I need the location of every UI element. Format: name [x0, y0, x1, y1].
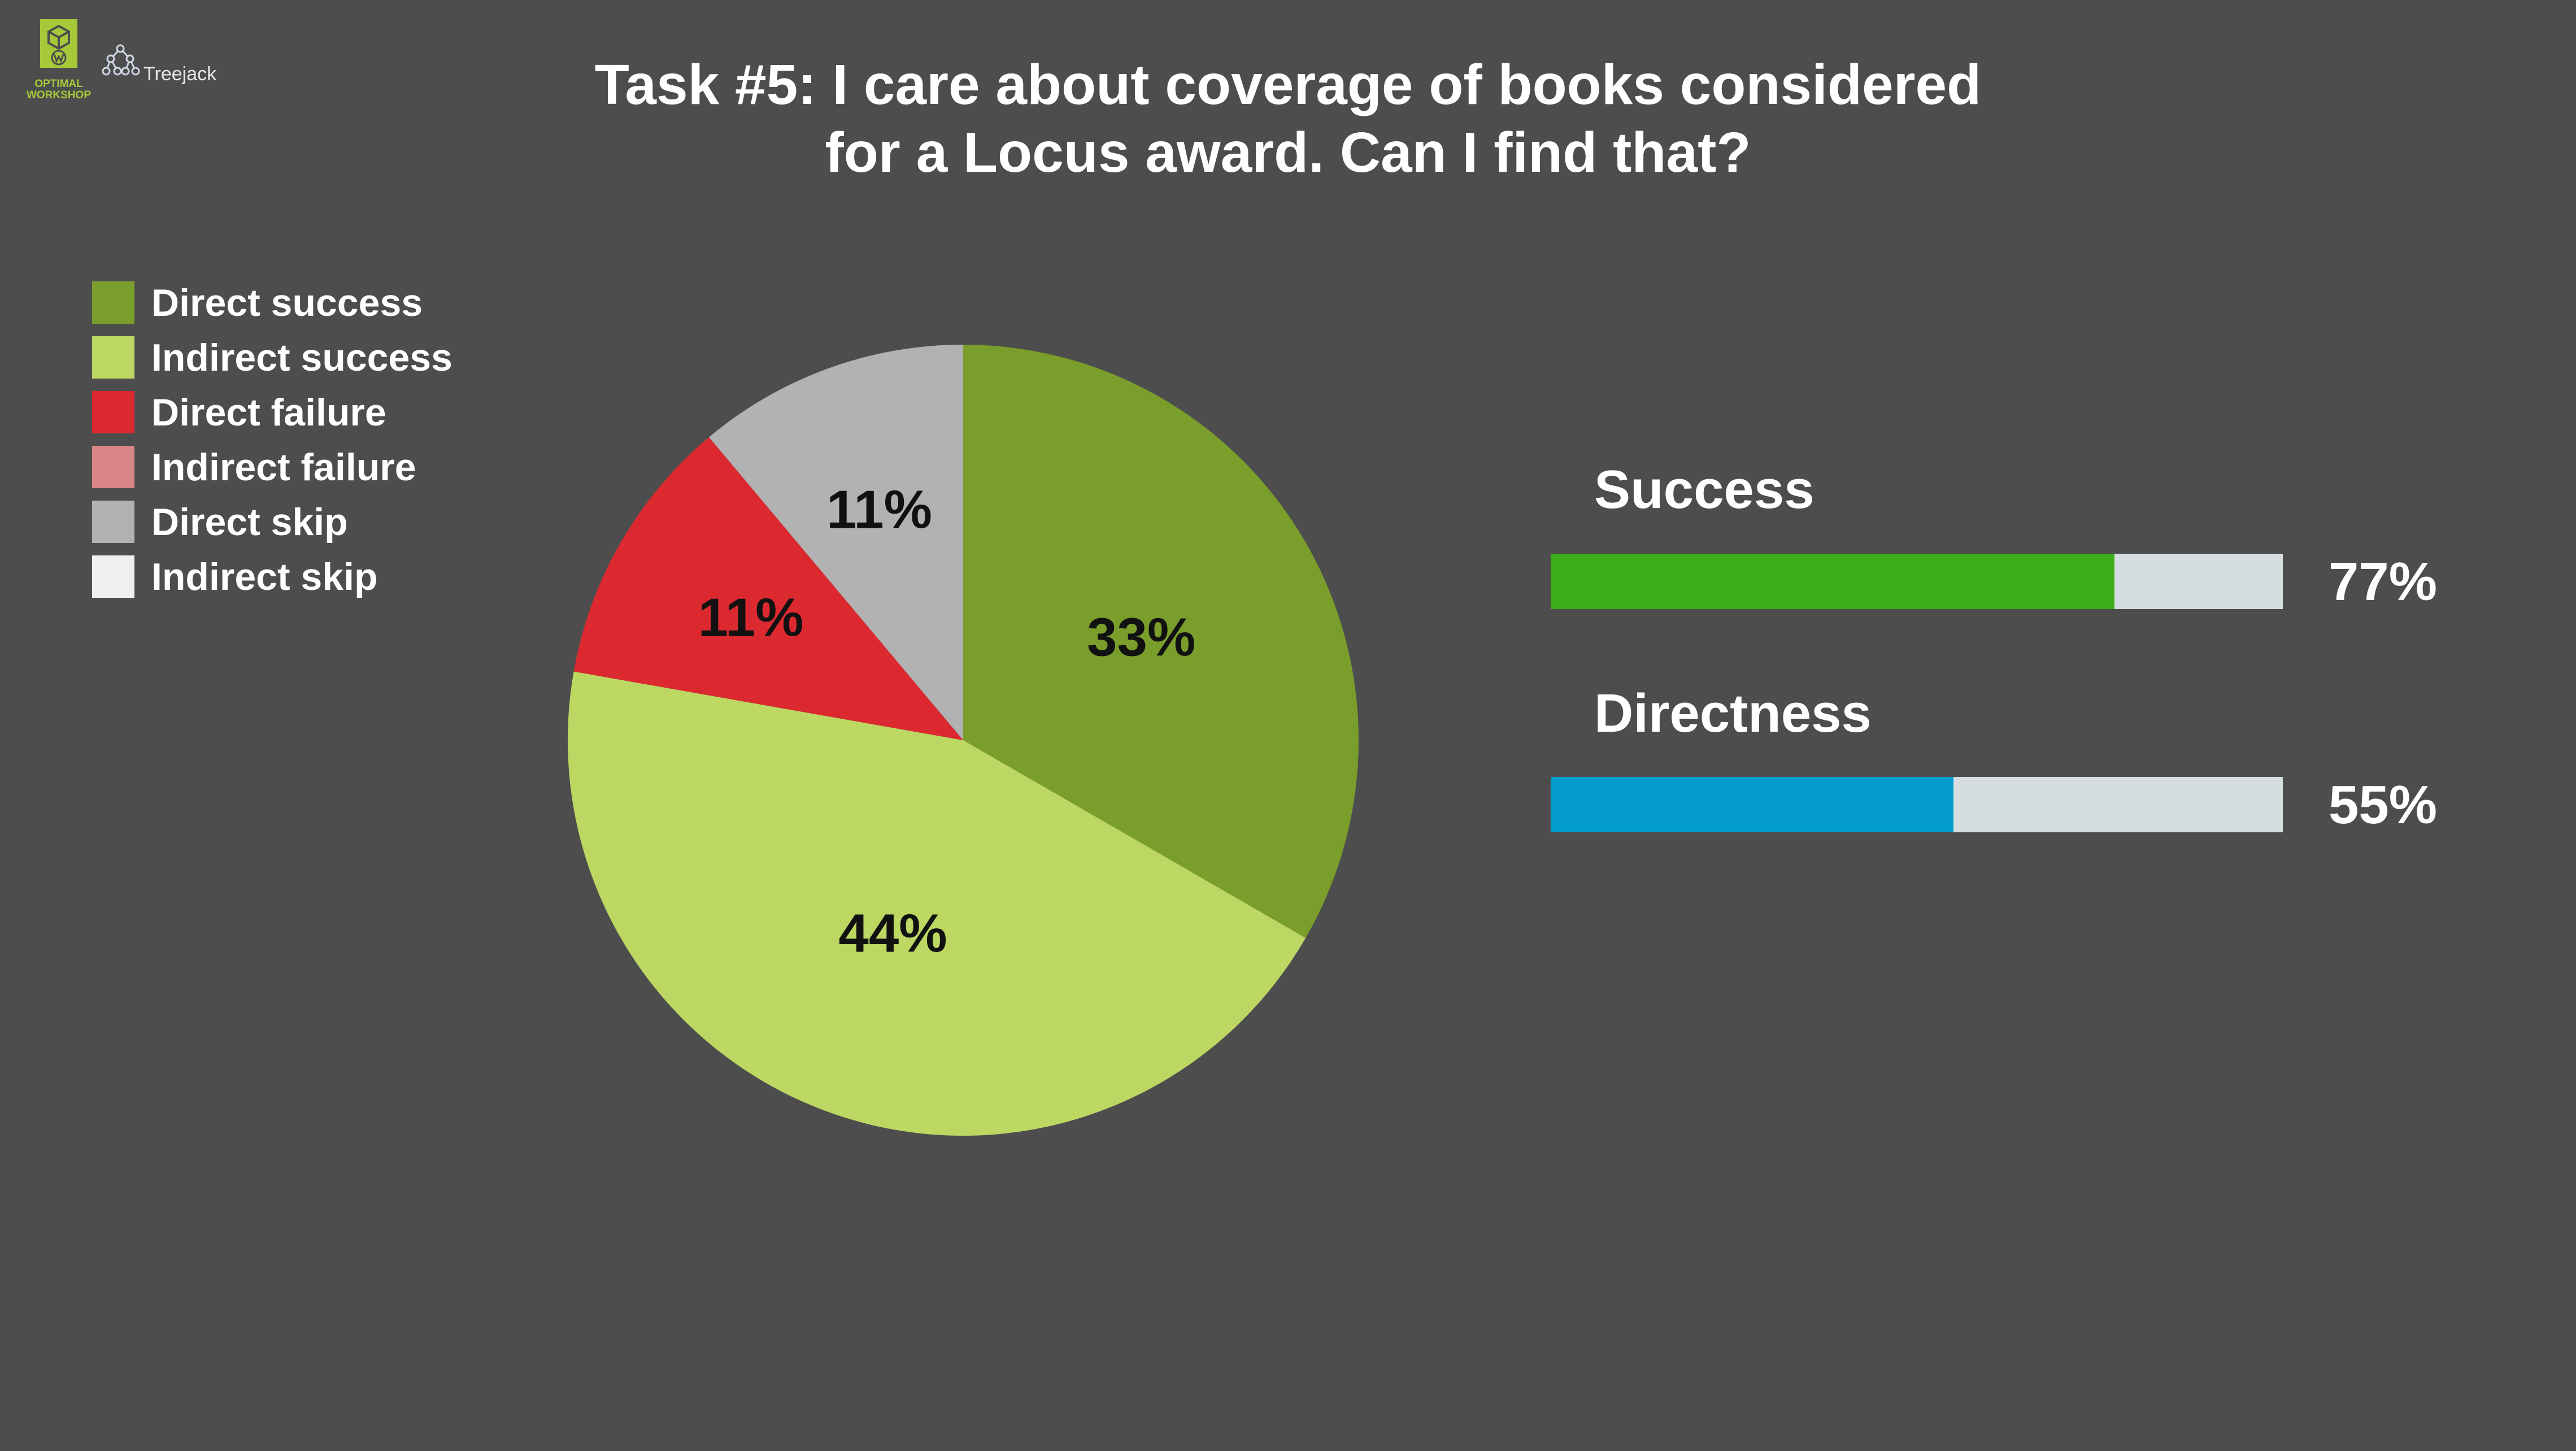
legend-label: Direct success — [151, 281, 423, 324]
success-label: Success — [1594, 459, 1814, 520]
legend-item-indirect-failure: Indirect failure — [92, 442, 521, 497]
directness-label: Directness — [1594, 683, 1872, 744]
legend-swatch — [92, 281, 134, 324]
product-name: Treejack — [143, 63, 217, 85]
treejack-icon — [102, 44, 140, 76]
directness-bar-track — [1551, 777, 2283, 832]
success-bar-fill — [1551, 554, 2114, 609]
legend-item-direct-success: Direct success — [92, 278, 521, 333]
branding: OPTIMAL WORKSHOP Treejack — [19, 19, 256, 101]
company-name: OPTIMAL WORKSHOP — [27, 78, 91, 101]
legend-item-direct-failure: Direct failure — [92, 388, 521, 442]
chart-title: Task #5: I care about coverage of books … — [395, 51, 2181, 186]
pie-slice-direct-skip — [709, 345, 963, 740]
legend-swatch — [92, 391, 134, 433]
legend-label: Direct failure — [151, 391, 386, 434]
legend-label: Indirect failure — [151, 446, 416, 489]
legend-label: Indirect skip — [151, 555, 378, 598]
legend-label: Indirect success — [151, 336, 452, 379]
pie-slice-indirect-success — [567, 671, 1306, 1136]
legend: Direct success Indirect success Direct f… — [92, 278, 521, 607]
legend-swatch — [92, 446, 134, 488]
pie-slice-direct-success — [963, 345, 1359, 938]
pie-slice-direct-failure — [573, 437, 963, 740]
title-line-2: for a Locus award. Can I find that? — [825, 121, 1751, 184]
legend-swatch — [92, 336, 134, 379]
directness-bar-fill — [1551, 777, 1953, 832]
success-bar-track — [1551, 554, 2283, 609]
optimal-workshop-logo-icon — [40, 19, 77, 68]
legend-swatch — [92, 555, 134, 598]
legend-swatch — [92, 501, 134, 543]
success-value: 77% — [2329, 551, 2438, 612]
legend-item-indirect-success: Indirect success — [92, 333, 521, 388]
legend-item-indirect-skip: Indirect skip — [92, 552, 521, 607]
directness-value: 55% — [2329, 775, 2438, 835]
legend-item-direct-skip: Direct skip — [92, 497, 521, 552]
legend-label: Direct skip — [151, 501, 348, 544]
title-line-1: Task #5: I care about coverage of books … — [594, 53, 1982, 116]
